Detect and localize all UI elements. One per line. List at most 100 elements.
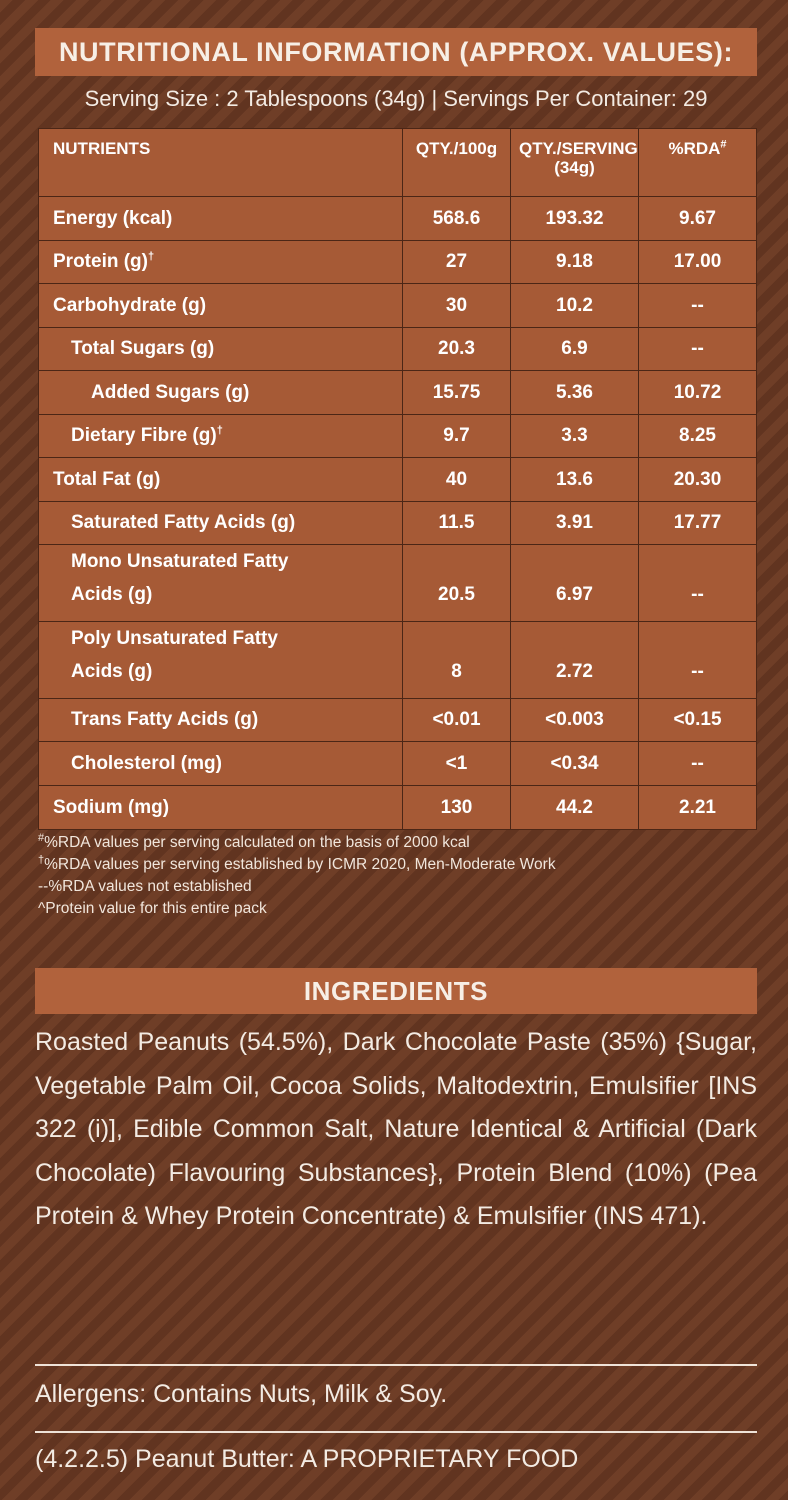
nutrient-label: Cholesterol (mg) <box>71 752 222 774</box>
qty-serving-cell: 3.3 <box>510 414 639 458</box>
header-qty-serving-line2: (34g) <box>554 158 595 177</box>
nutrient-label: Added Sugars (g) <box>91 381 250 403</box>
rda-cell: -- <box>638 327 757 371</box>
rda-cell: -- <box>638 283 757 328</box>
nutrient-label-line1: Poly Unsaturated Fatty <box>71 628 278 649</box>
rda-cell: -- <box>638 621 757 699</box>
table-row: Energy (kcal) 568.6 193.32 9.67 <box>38 196 757 241</box>
header-qty-100g: QTY./100g <box>402 128 511 197</box>
rda-cell: 8.25 <box>638 414 757 458</box>
nutrient-label: Sodium (mg) <box>53 796 170 818</box>
rda-cell: 9.67 <box>638 196 757 241</box>
qty-100g-cell: 568.6 <box>402 196 511 241</box>
header-qty-serving-line1: QTY./SERVING <box>519 139 638 158</box>
table-row: Protein (g)† 27 9.18 17.00 <box>38 240 757 284</box>
divider <box>35 1431 757 1433</box>
table-row: Total Fat (g) 40 13.6 20.30 <box>38 457 757 502</box>
rda-hash-mark: # <box>720 138 727 151</box>
qty-100g-cell: <1 <box>402 741 511 786</box>
qty-100g-cell: 20.3 <box>402 327 511 371</box>
footnote-mark: † <box>38 853 45 866</box>
nutrient-name: Saturated Fatty Acids (g) <box>38 501 403 545</box>
nutrient-name: Poly Unsaturated Fatty Acids (g) <box>38 621 403 699</box>
allergens-statement: Allergens: Contains Nuts, Milk & Soy. <box>35 1380 448 1408</box>
qty-100g-cell: 30 <box>402 283 511 328</box>
qty-serving-cell: 193.32 <box>510 196 639 241</box>
serving-info: Serving Size : 2 Tablespoons (34g) | Ser… <box>84 86 708 111</box>
ingredients-title: INGREDIENTS <box>35 968 757 1014</box>
footnote-text: %RDA values per serving established by I… <box>44 856 556 873</box>
header-rda: %RDA# <box>638 128 757 197</box>
footnote-icmr: †%RDA values per serving established by … <box>38 854 758 876</box>
qty-serving-cell: 6.9 <box>510 327 639 371</box>
nutrient-name: Mono Unsaturated Fatty Acids (g) <box>38 544 403 622</box>
header-rda-label: %RDA <box>668 139 721 158</box>
qty-100g-cell: 9.7 <box>402 414 511 458</box>
qty-100g-cell: 11.5 <box>402 501 511 545</box>
table-row: Carbohydrate (g) 30 10.2 -- <box>38 283 757 328</box>
rda-cell: 2.21 <box>638 785 757 830</box>
qty-serving-cell: 2.72 <box>510 621 639 699</box>
nutrient-label: Total Fat (g) <box>53 468 161 490</box>
rda-cell: 17.77 <box>638 501 757 545</box>
header-nutrients: NUTRIENTS <box>38 128 403 197</box>
nutrient-name: Carbohydrate (g) <box>38 283 403 328</box>
nutrient-name: Sodium (mg) <box>38 785 403 830</box>
rda-cell: -- <box>638 544 757 622</box>
footnote-rda-basis: #%RDA values per serving calculated on t… <box>38 832 758 854</box>
nutrient-label-line1: Mono Unsaturated Fatty <box>71 551 289 572</box>
food-category-statement: (4.2.2.5) Peanut Butter: A PROPRIETARY F… <box>35 1445 579 1473</box>
nutrient-label: Dietary Fibre (g) <box>71 425 217 446</box>
nutrient-label: Protein (g) <box>53 251 148 272</box>
table-header-row: NUTRIENTS QTY./100g QTY./SERVING (34g) %R… <box>38 128 757 197</box>
nutrient-name: Trans Fatty Acids (g) <box>38 698 403 742</box>
nutrient-label: Carbohydrate (g) <box>53 294 207 316</box>
table-row: Mono Unsaturated Fatty Acids (g) 20.5 6.9… <box>38 544 757 622</box>
table-row: Poly Unsaturated Fatty Acids (g) 8 2.72 -… <box>38 621 757 699</box>
divider <box>35 1364 757 1366</box>
qty-100g-cell: 40 <box>402 457 511 502</box>
nutrient-label-line2: Acids (g) <box>71 661 153 682</box>
table-row: Dietary Fibre (g)† 9.7 3.3 8.25 <box>38 414 757 458</box>
table-row: Added Sugars (g) 15.75 5.36 10.72 <box>38 370 757 415</box>
table-row: Sodium (mg) 130 44.2 2.21 <box>38 785 757 830</box>
qty-100g-cell: 8 <box>402 621 511 699</box>
footnote-mark: # <box>38 831 45 844</box>
table-row: Trans Fatty Acids (g) <0.01 <0.003 <0.15 <box>38 698 757 742</box>
nutrient-label: Saturated Fatty Acids (g) <box>71 512 296 533</box>
nutrient-label: Trans Fatty Acids (g) <box>71 709 259 730</box>
nutrient-label: Total Sugars (g) <box>71 338 215 359</box>
dagger-mark: † <box>148 250 155 263</box>
ingredients-text: Roasted Peanuts (54.5%), Dark Chocolate … <box>35 1028 757 1231</box>
header-qty-serving: QTY./SERVING (34g) <box>510 128 639 197</box>
qty-serving-cell: 9.18 <box>510 240 639 284</box>
qty-100g-cell: 20.5 <box>402 544 511 622</box>
qty-100g-cell: 130 <box>402 785 511 830</box>
qty-100g-cell: 27 <box>402 240 511 284</box>
footnote-text: %RDA values per serving calculated on th… <box>44 834 470 851</box>
qty-serving-cell: 5.36 <box>510 370 639 415</box>
nutrient-name: Total Fat (g) <box>38 457 403 502</box>
qty-serving-cell: <0.34 <box>510 741 639 786</box>
nutrition-title: NUTRITIONAL INFORMATION (APPROX. VALUES)… <box>35 28 757 76</box>
qty-serving-cell: 13.6 <box>510 457 639 502</box>
dagger-mark: † <box>216 424 223 437</box>
qty-100g-cell: 15.75 <box>402 370 511 415</box>
nutrient-name: Added Sugars (g) <box>38 370 403 415</box>
qty-serving-cell: 44.2 <box>510 785 639 830</box>
table-row: Total Sugars (g) 20.3 6.9 -- <box>38 327 757 371</box>
nutrient-name: Energy (kcal) <box>38 196 403 241</box>
nutrition-table: NUTRIENTS QTY./100g QTY./SERVING (34g) %R… <box>38 128 757 830</box>
nutrient-label: Energy (kcal) <box>53 207 173 229</box>
qty-serving-cell: 6.97 <box>510 544 639 622</box>
rda-cell: -- <box>638 741 757 786</box>
qty-serving-cell: <0.003 <box>510 698 639 742</box>
nutrient-label-line2: Acids (g) <box>71 584 153 605</box>
nutrient-name: Protein (g)† <box>38 240 403 284</box>
qty-serving-cell: 10.2 <box>510 283 639 328</box>
nutrient-name: Dietary Fibre (g)† <box>38 414 403 458</box>
table-row: Saturated Fatty Acids (g) 11.5 3.91 17.7… <box>38 501 757 545</box>
footnotes: #%RDA values per serving calculated on t… <box>38 832 758 920</box>
rda-cell: <0.15 <box>638 698 757 742</box>
nutrient-name: Cholesterol (mg) <box>38 741 403 786</box>
